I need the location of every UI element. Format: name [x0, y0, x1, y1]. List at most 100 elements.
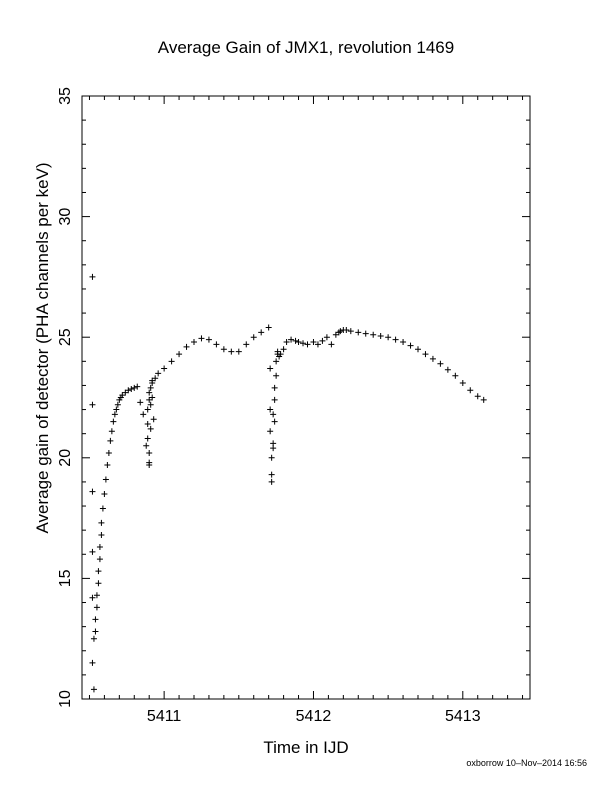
data-point	[140, 411, 147, 418]
data-point	[422, 351, 429, 358]
data-point	[268, 471, 275, 478]
data-point	[96, 556, 103, 563]
data-point	[213, 341, 220, 348]
data-point	[104, 462, 111, 469]
data-point	[474, 393, 481, 400]
data-point	[220, 346, 227, 353]
y-tick-label: 20	[57, 449, 74, 467]
data-point	[113, 406, 120, 413]
data-point	[198, 335, 205, 342]
y-tick-label: 25	[57, 328, 74, 346]
footer-credit: oxborrow 10–Nov–2014 16:56	[466, 758, 587, 768]
data-point	[89, 594, 96, 601]
data-point	[89, 488, 96, 495]
data-point	[89, 548, 96, 555]
y-tick-label: 35	[57, 87, 74, 105]
data-point	[270, 411, 277, 418]
data-point	[161, 365, 168, 372]
data-point	[155, 370, 162, 377]
data-point	[93, 592, 100, 599]
data-point	[114, 401, 121, 408]
data-point	[337, 328, 344, 335]
data-point	[304, 341, 311, 348]
data-point	[191, 339, 197, 346]
data-point	[150, 416, 157, 423]
data-point	[110, 418, 117, 425]
data-point	[144, 421, 151, 428]
data-point	[96, 544, 103, 551]
data-point	[295, 339, 302, 346]
data-point	[444, 366, 451, 373]
x-tick-label: 5412	[296, 708, 332, 725]
data-point	[149, 394, 156, 401]
data-point	[89, 659, 96, 666]
data-point	[92, 628, 99, 635]
data-point	[243, 341, 250, 348]
data-point	[273, 372, 280, 379]
data-point	[271, 418, 278, 425]
data-point	[235, 348, 242, 355]
data-point	[90, 686, 97, 693]
data-point	[407, 342, 414, 349]
data-point	[277, 351, 284, 358]
axis-ticks	[82, 95, 530, 700]
data-point	[343, 326, 350, 333]
data-point	[314, 341, 321, 348]
data-point	[267, 365, 274, 372]
data-point	[437, 360, 444, 367]
data-point	[146, 449, 153, 456]
data-point	[105, 449, 112, 456]
data-point	[268, 454, 275, 461]
data-point	[146, 389, 153, 396]
x-axis-title: Time in IJD	[263, 738, 348, 757]
data-point	[176, 351, 183, 358]
data-point	[89, 273, 96, 280]
data-point	[143, 442, 150, 449]
data-point	[300, 340, 307, 347]
data-point	[98, 531, 105, 538]
data-point	[95, 580, 102, 587]
data-point	[377, 332, 384, 339]
data-point	[92, 616, 99, 623]
data-point	[152, 375, 159, 382]
data-point	[107, 437, 114, 444]
data-point	[250, 334, 257, 341]
y-axis-title: Average gain of detector (PHA channels p…	[33, 162, 52, 533]
data-point	[400, 339, 407, 346]
data-point	[128, 386, 135, 393]
data-point	[111, 411, 118, 418]
data-point	[146, 459, 153, 466]
chart-title: Average Gain of JMX1, revolution 1469	[158, 38, 454, 57]
x-tick-label: 5411	[147, 708, 182, 725]
data-point	[228, 348, 235, 355]
data-point	[137, 399, 144, 406]
data-point	[89, 401, 96, 408]
data-point	[147, 401, 154, 408]
data-point	[310, 339, 317, 346]
data-point	[271, 384, 278, 391]
data-point	[99, 505, 106, 512]
data-point	[267, 428, 274, 435]
data-point	[265, 324, 272, 331]
data-point	[347, 328, 354, 335]
data-point	[273, 358, 280, 365]
data-point	[335, 329, 342, 336]
data-point	[280, 346, 287, 353]
data-point	[323, 334, 330, 341]
data-point	[319, 337, 326, 344]
data-point	[288, 336, 295, 343]
data-point	[415, 346, 421, 353]
data-point	[205, 336, 212, 343]
data-point	[480, 396, 487, 403]
plot-frame	[81, 95, 531, 700]
data-point	[144, 406, 151, 413]
data-point	[283, 339, 290, 346]
data-point	[93, 604, 100, 611]
data-point	[267, 406, 274, 413]
data-point	[370, 331, 377, 338]
x-tick-label: 5413	[445, 708, 481, 725]
data-point	[258, 329, 265, 336]
data-point	[271, 396, 278, 403]
data-point	[355, 329, 362, 336]
